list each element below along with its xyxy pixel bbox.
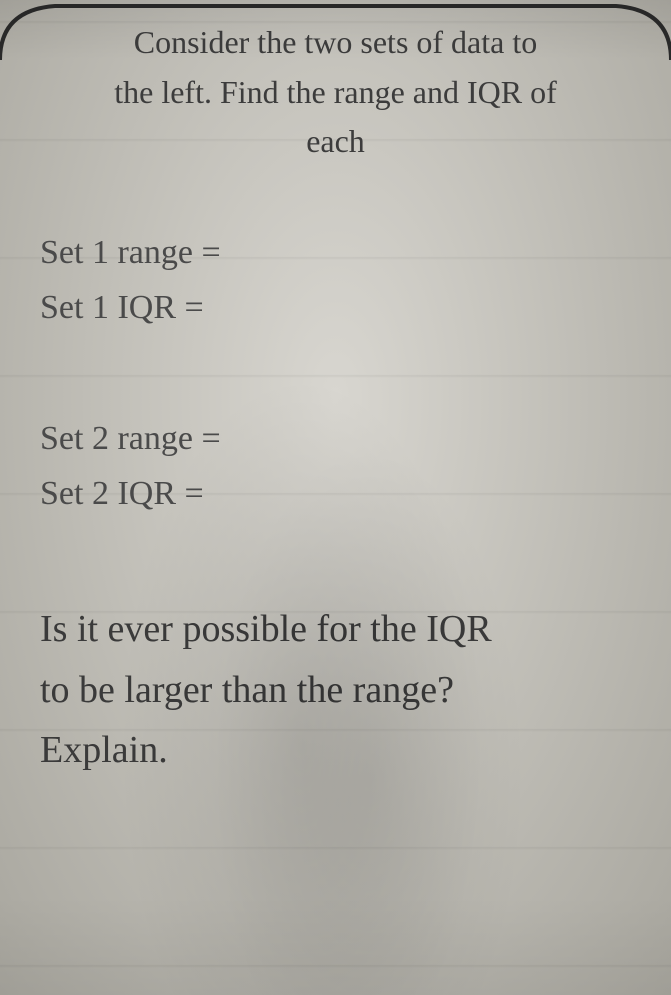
question-text: Is it ever possible for the IQR to be la… <box>40 599 631 781</box>
set1-block: Set 1 range = Set 1 IQR = <box>40 227 631 333</box>
question-line: Explain. <box>40 720 631 781</box>
instruction-text: Consider the two sets of data to the lef… <box>60 18 611 167</box>
set2-iqr-label: Set 2 IQR = <box>40 468 631 519</box>
set1-range-label: Set 1 range = <box>40 227 631 278</box>
question-line: Is it ever possible for the IQR <box>40 599 631 660</box>
set2-block: Set 2 range = Set 2 IQR = <box>40 413 631 519</box>
worksheet-content: Consider the two sets of data to the lef… <box>0 0 671 781</box>
instruction-line: Consider the two sets of data to <box>60 18 611 68</box>
instruction-line: each <box>60 117 611 167</box>
question-line: to be larger than the range? <box>40 660 631 721</box>
set1-iqr-label: Set 1 IQR = <box>40 282 631 333</box>
set2-range-label: Set 2 range = <box>40 413 631 464</box>
instruction-line: the left. Find the range and IQR of <box>60 68 611 118</box>
